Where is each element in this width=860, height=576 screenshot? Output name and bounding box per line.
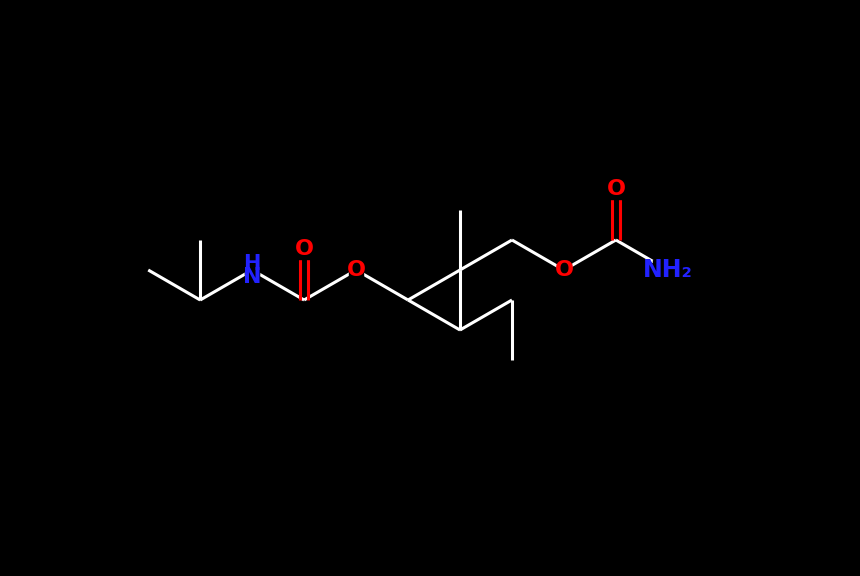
Bar [557,260,571,280]
Bar [349,260,363,280]
Bar [245,255,259,274]
Bar [609,179,623,199]
Bar [245,267,259,287]
Text: O: O [606,179,625,199]
Text: O: O [347,260,366,280]
Text: O: O [295,239,314,259]
Text: O: O [555,260,574,280]
Text: H: H [243,254,261,274]
Bar [653,260,683,281]
Text: N: N [243,267,261,287]
Bar [297,239,311,259]
Text: NH₂: NH₂ [643,258,693,282]
